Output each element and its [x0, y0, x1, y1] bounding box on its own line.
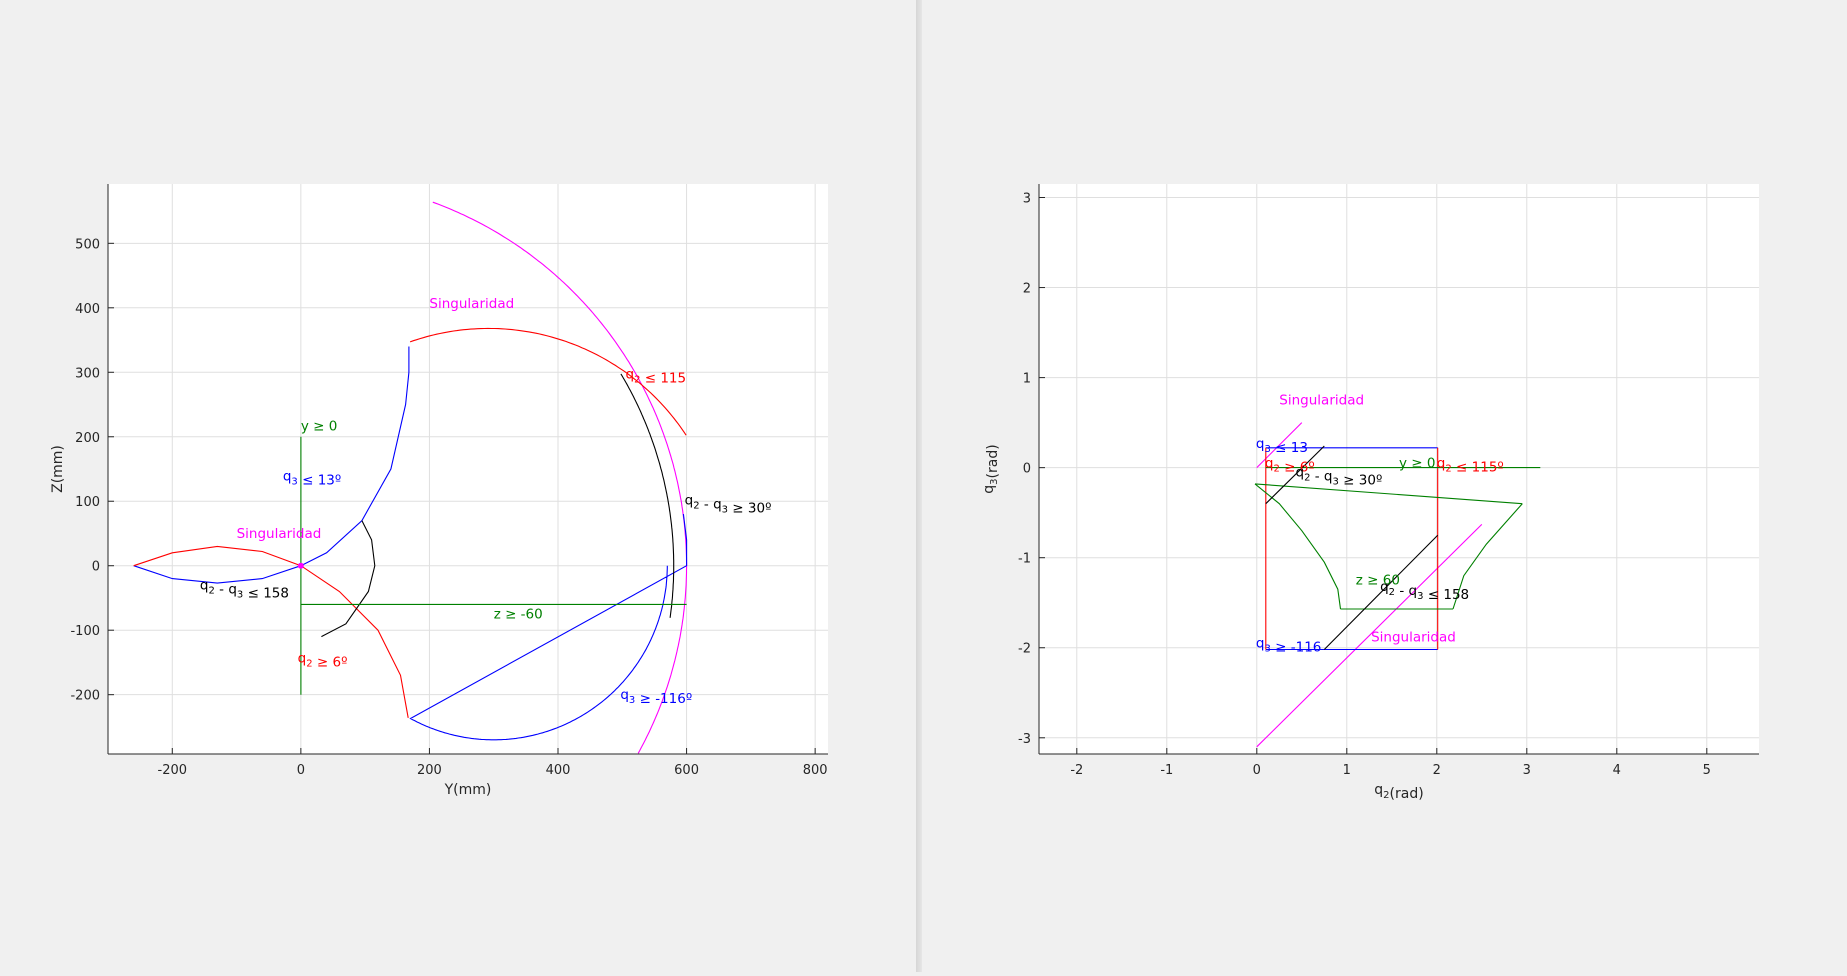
y-tick-label: -1 [1018, 552, 1031, 567]
x-axis-label: Y(mm) [444, 782, 492, 798]
annotation-label: y ≥ 0 [301, 418, 337, 434]
x-tick-label: 2 [1433, 763, 1441, 778]
figure-joint-space-panel: -2 -1 0 1 2 3 4 5 -3 -2 -1 0 1 2 3 q2(rad) q3(rad) Singul… [922, 0, 1847, 972]
y-tick-label: 0 [92, 560, 100, 575]
annotation-label: q2 ≥ 6º [298, 650, 348, 670]
annotation-label: q2 ≤ 115 [626, 367, 687, 387]
outer-magenta-arc [432, 201, 688, 754]
green-upper-edge [1254, 483, 1523, 505]
annotation-label: q3 ≤ 13º [283, 469, 341, 489]
black-arc-right [620, 373, 675, 618]
data-lines [1254, 422, 1541, 748]
panel-divider[interactable] [916, 0, 922, 972]
annotation-label: q3 ≤ 13 [1256, 436, 1308, 456]
annotation-label: q3 ≥ -116 [1256, 636, 1322, 656]
black-upper-line [1265, 445, 1325, 505]
annotation-label: Singularidad [1279, 393, 1364, 409]
x-tick-label: 3 [1523, 763, 1531, 778]
x-tick-label: 600 [674, 763, 699, 778]
y-axis-label: q3(rad) [981, 444, 1001, 493]
plot-area [108, 184, 828, 754]
x-tick-label: 4 [1613, 763, 1621, 778]
x-tick-label: 0 [297, 763, 305, 778]
plot-area [1039, 184, 1759, 754]
x-tick-label: 200 [417, 763, 442, 778]
upper-blue-arc [300, 346, 410, 567]
bottom-blue-arc [409, 514, 688, 741]
annotation-label: Singularidad [1371, 629, 1456, 645]
annotation-label: q2 - q3 ≤ 158 [1380, 579, 1469, 603]
x-tick-label: 800 [803, 763, 828, 778]
x-axis-label: q2(rad) [1374, 782, 1423, 802]
annotation-label: q2 - q3 ≥ 30º [685, 492, 772, 516]
figure-workspace-panel: -200 0 200 400 600 800 -200 -100 0 100 200 300 400 50… [0, 0, 916, 972]
x-tick-label: -1 [1160, 763, 1173, 778]
x-tick-label: 1 [1343, 763, 1351, 778]
annotation-label: q2 ≥ 6º [1265, 456, 1315, 476]
annotation-label: Singularidad [237, 526, 322, 542]
y-tick-label: 300 [75, 366, 100, 381]
x-tick-label: -2 [1070, 763, 1083, 778]
singularity-point [297, 562, 304, 569]
green-right-curve [1452, 503, 1523, 610]
workspace-chart: -200 0 200 400 600 800 -200 -100 0 100 200 300 400 50… [50, 184, 828, 798]
x-tick-label: 400 [546, 763, 571, 778]
y-axis-label: Z(mm) [50, 445, 66, 493]
magenta-line-short [1256, 422, 1303, 468]
annotation-label: y ≥ 0 [1399, 456, 1435, 472]
y-tick-label: 400 [75, 302, 100, 317]
y-tick-label: 500 [75, 237, 100, 252]
y-tick-label: -200 [70, 689, 100, 704]
annotation-label: z ≥ 60 [1356, 573, 1400, 589]
y-tick-label: -3 [1018, 732, 1031, 747]
annotation-label: q2 - q3 ≥ 30º [1296, 465, 1383, 489]
magenta-line-long [1256, 524, 1483, 748]
green-left-curve [1254, 483, 1342, 610]
x-tick-label: -200 [158, 763, 188, 778]
x-tick-label: 0 [1253, 763, 1261, 778]
annotation-label: q2 ≤ 115º [1437, 456, 1504, 476]
data-lines [133, 201, 688, 754]
annotation-label: q3 ≥ -116º [620, 687, 692, 707]
y-tick-label: 200 [75, 431, 100, 446]
y-tick-label: 1 [1023, 372, 1031, 387]
joint-space-chart: -2 -1 0 1 2 3 4 5 -3 -2 -1 0 1 2 3 q2(rad) q3(rad) Singul… [981, 184, 1759, 802]
black-lower-line [1323, 534, 1439, 650]
small-blue-arc [133, 565, 302, 584]
annotation-label: Singularidad [429, 296, 514, 312]
x-tick-label: 5 [1703, 763, 1711, 778]
annotation-label: z ≥ -60 [494, 607, 543, 623]
upper-red-arc [409, 327, 687, 436]
y-tick-label: -2 [1018, 642, 1031, 657]
y-tick-label: -100 [70, 624, 100, 639]
y-tick-label: 100 [75, 495, 100, 510]
y-tick-label: 3 [1023, 192, 1031, 207]
y-tick-label: 2 [1023, 282, 1031, 297]
annotation-label: q2 - q3 ≤ 158 [200, 578, 289, 602]
y-tick-label: 0 [1023, 462, 1031, 477]
black-arc-left [321, 520, 376, 638]
